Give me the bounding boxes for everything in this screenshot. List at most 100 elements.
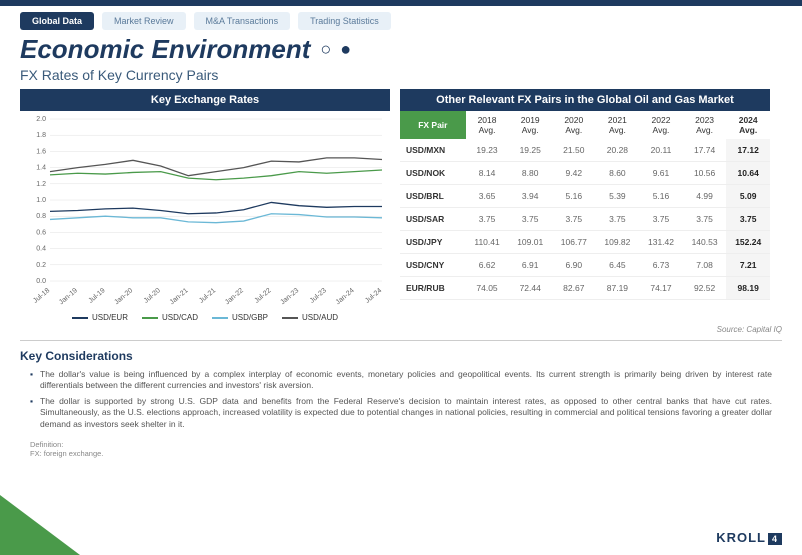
title-row: Economic Environment ○ ● [0,34,802,65]
chart-svg: 0.00.20.40.60.81.01.21.41.61.82.0Jul-18J… [20,111,390,311]
tab-trading-stats[interactable]: Trading Statistics [298,12,391,30]
svg-text:1.0: 1.0 [36,197,46,204]
table-cell: 87.19 [596,277,640,300]
table-cell: 3.75 [596,208,640,231]
table-row: USD/SAR3.753.753.753.753.753.753.75 [400,208,770,231]
table-cell: 4.99 [683,185,727,208]
consideration-bullet: The dollar's value is being influenced b… [30,369,772,392]
consideration-bullet: The dollar is supported by strong U.S. G… [30,396,772,430]
table-cell: 21.50 [552,139,596,162]
considerations-list: The dollar's value is being influenced b… [0,365,802,430]
tab-global-data[interactable]: Global Data [20,12,94,30]
tab-mna[interactable]: M&A Transactions [194,12,291,30]
table-head-year: 2018Avg. [466,111,509,139]
table-cell: 3.75 [508,208,552,231]
table-cell: 17.74 [683,139,727,162]
table-cell: 3.75 [466,208,509,231]
definition-box: Definition: FX: foreign exchange. [0,434,802,464]
table-head-pair: FX Pair [400,111,466,139]
svg-text:Jan-24: Jan-24 [335,287,356,306]
tab-market-review[interactable]: Market Review [102,12,186,30]
table-cell: 109.01 [508,231,552,254]
table-cell: 19.23 [466,139,509,162]
page-title: Economic Environment [20,34,310,65]
table-cell-pair: USD/SAR [400,208,466,231]
table-cell: 8.80 [508,162,552,185]
legend-swatch [72,317,88,319]
page-subtitle: FX Rates of Key Currency Pairs [0,65,802,89]
table-cell: 152.24 [726,231,770,254]
table-head-year: 2022Avg. [639,111,683,139]
table-cell: 5.39 [596,185,640,208]
table-head-year: 2021Avg. [596,111,640,139]
svg-text:0.4: 0.4 [36,246,46,253]
table-cell: 6.73 [639,254,683,277]
table-cell-pair: USD/JPY [400,231,466,254]
legend-item: USD/EUR [72,313,128,322]
table-cell-pair: EUR/RUB [400,277,466,300]
table-row: USD/CNY6.626.916.906.456.737.087.21 [400,254,770,277]
fx-line-chart: 0.00.20.40.60.81.01.21.41.61.82.0Jul-18J… [20,111,390,311]
svg-text:Jul-18: Jul-18 [32,287,51,305]
table-panel: Other Relevant FX Pairs in the Global Oi… [400,89,770,322]
table-cell: 140.53 [683,231,727,254]
table-cell: 6.62 [466,254,509,277]
table-cell: 17.12 [726,139,770,162]
legend-label: USD/CAD [162,313,198,322]
table-cell: 8.60 [596,162,640,185]
table-cell: 10.56 [683,162,727,185]
chart-legend: USD/EUR USD/CAD USD/GBP USD/AUD [20,311,390,322]
table-cell: 6.45 [596,254,640,277]
table-cell: 20.28 [596,139,640,162]
legend-swatch [142,317,158,319]
definition-text: FX: foreign exchange. [30,449,103,458]
svg-text:Jul-24: Jul-24 [364,287,383,305]
table-cell: 109.82 [596,231,640,254]
table-cell: 74.05 [466,277,509,300]
table-row: USD/BRL3.653.945.165.395.164.995.09 [400,185,770,208]
table-cell: 82.67 [552,277,596,300]
title-indicator-dots: ○ ● [320,39,353,60]
svg-text:Jan-22: Jan-22 [224,287,245,306]
table-cell: 5.16 [552,185,596,208]
table-head-year: 2023Avg. [683,111,727,139]
svg-text:Jul-21: Jul-21 [198,287,217,305]
table-cell: 72.44 [508,277,552,300]
svg-text:2.0: 2.0 [36,116,46,123]
svg-text:Jul-19: Jul-19 [88,287,107,305]
table-cell: 19.25 [508,139,552,162]
svg-text:0.8: 0.8 [36,213,46,220]
table-cell-pair: USD/MXN [400,139,466,162]
svg-text:Jul-20: Jul-20 [143,287,162,305]
legend-label: USD/AUD [302,313,338,322]
table-cell: 3.75 [726,208,770,231]
table-row: USD/NOK8.148.809.428.609.6110.5610.64 [400,162,770,185]
table-cell: 3.65 [466,185,509,208]
legend-swatch [282,317,298,319]
svg-text:0.0: 0.0 [36,278,46,285]
source-text: Source: Capital IQ [0,322,802,334]
table-head-year: 2024Avg. [726,111,770,139]
table-row: USD/MXN19.2319.2521.5020.2820.1117.7417.… [400,139,770,162]
table-cell: 10.64 [726,162,770,185]
table-cell: 131.42 [639,231,683,254]
legend-item: USD/AUD [282,313,338,322]
logo-text: KROLL [716,530,766,545]
table-cell-pair: USD/BRL [400,185,466,208]
legend-swatch [212,317,228,319]
table-cell: 9.42 [552,162,596,185]
table-cell: 5.09 [726,185,770,208]
corner-triangle [0,495,80,555]
table-cell: 106.77 [552,231,596,254]
table-cell: 3.94 [508,185,552,208]
table-row: EUR/RUB74.0572.4482.6787.1974.1792.5298.… [400,277,770,300]
chart-header: Key Exchange Rates [20,89,390,111]
definition-label: Definition: [30,440,63,449]
page-number: 4 [768,533,782,545]
table-cell-pair: USD/CNY [400,254,466,277]
legend-item: USD/GBP [212,313,268,322]
svg-text:1.8: 1.8 [36,132,46,139]
fx-table: FX Pair2018Avg.2019Avg.2020Avg.2021Avg.2… [400,111,770,300]
table-cell: 20.11 [639,139,683,162]
table-row: USD/JPY110.41109.01106.77109.82131.42140… [400,231,770,254]
